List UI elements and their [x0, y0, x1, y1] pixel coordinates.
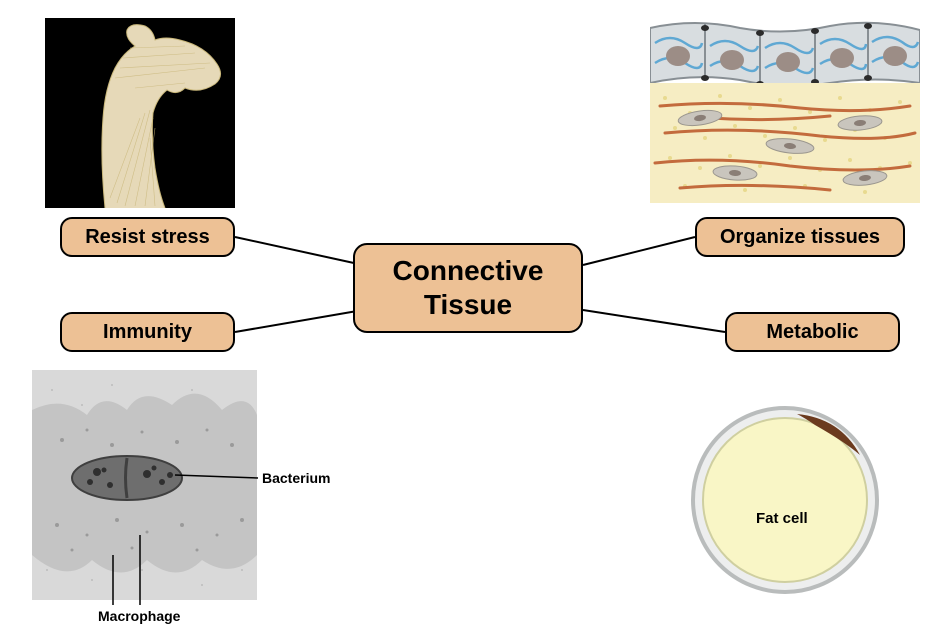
macrophage-em-image: [32, 370, 257, 600]
label-bacterium: Bacterium: [262, 470, 330, 486]
leaf-label: Immunity: [103, 321, 192, 344]
label-fat-cell: Fat cell: [756, 510, 808, 527]
leaf-immunity: Immunity: [60, 312, 235, 352]
label-text: Macrophage: [98, 608, 180, 624]
bone-image: [45, 18, 235, 208]
fat-cell-image: [685, 400, 885, 600]
leaf-label: Organize tissues: [720, 226, 880, 249]
label-text: Fat cell: [756, 510, 808, 527]
leaf-label: Resist stress: [85, 226, 210, 249]
leaf-organize-tissues: Organize tissues: [695, 217, 905, 257]
tissue-layers-image: [650, 18, 920, 203]
leaf-label: Metabolic: [766, 321, 858, 344]
leaf-metabolic: Metabolic: [725, 312, 900, 352]
center-node-connective-tissue: Connective Tissue: [353, 243, 583, 333]
label-text: Bacterium: [262, 470, 330, 486]
center-label: Connective Tissue: [393, 254, 544, 321]
label-macrophage: Macrophage: [98, 608, 180, 624]
leaf-resist-stress: Resist stress: [60, 217, 235, 257]
